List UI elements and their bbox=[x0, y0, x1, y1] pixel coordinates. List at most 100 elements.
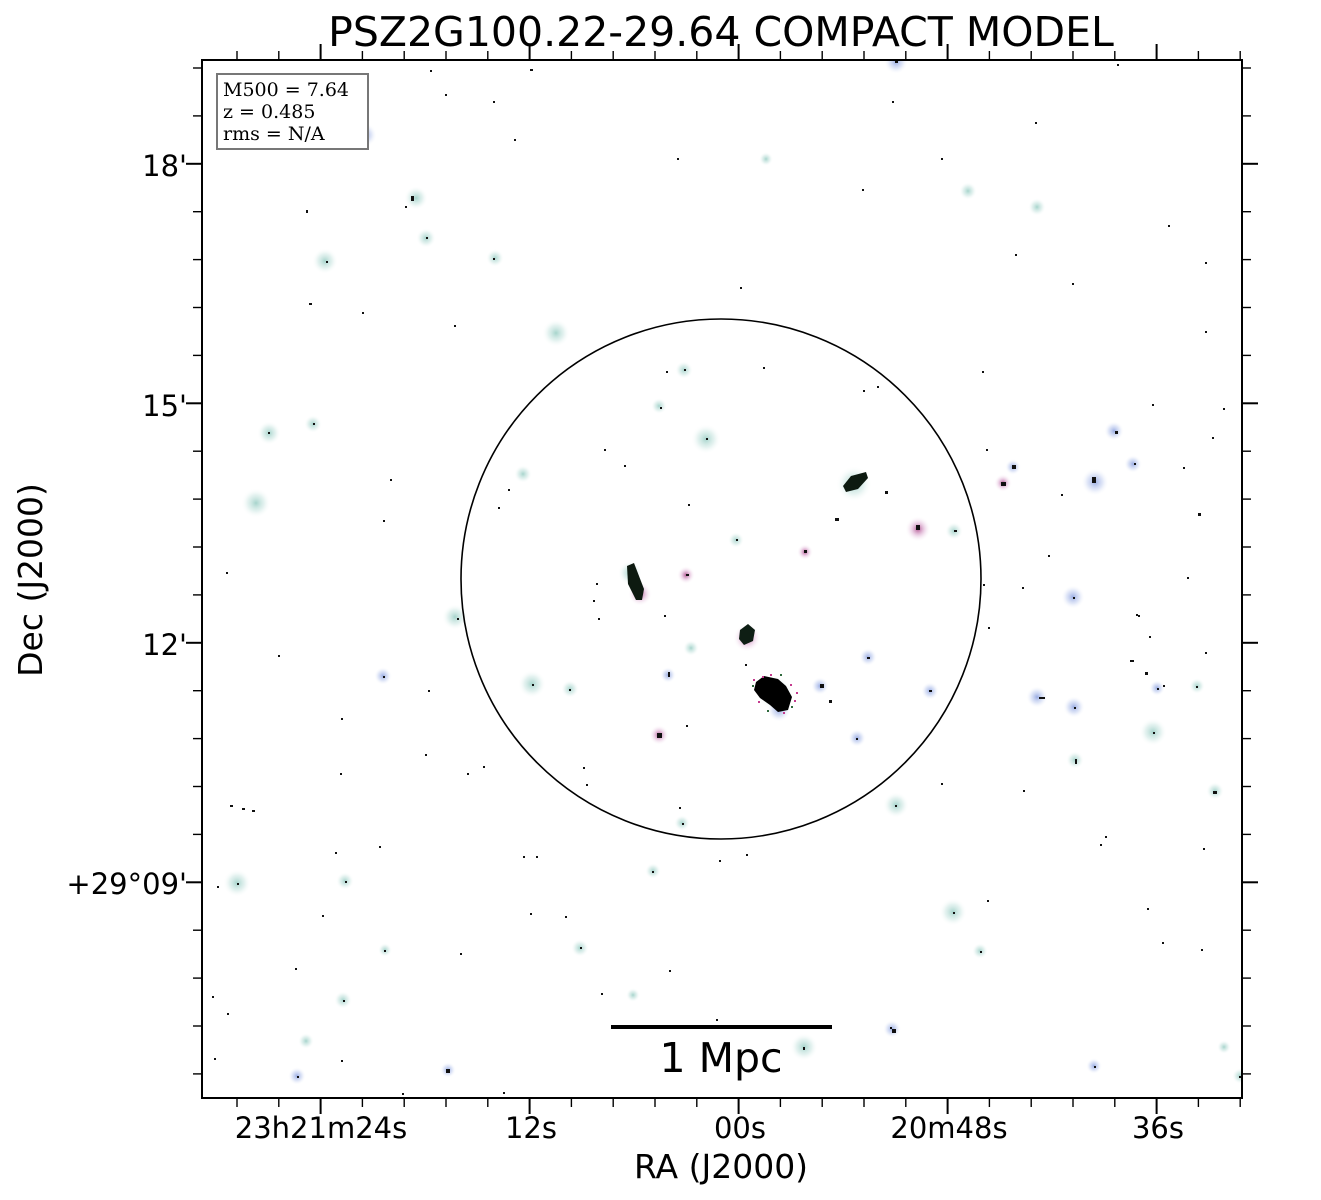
source-core bbox=[941, 158, 943, 160]
source-core bbox=[326, 261, 328, 263]
source-core bbox=[719, 860, 721, 862]
source-core bbox=[341, 1060, 343, 1062]
aperture-circle bbox=[460, 318, 982, 840]
source-core bbox=[1092, 477, 1096, 483]
source-core bbox=[297, 1076, 299, 1078]
source-halo bbox=[683, 640, 699, 656]
source-core bbox=[983, 584, 985, 586]
source-core bbox=[1015, 254, 1017, 256]
source-core bbox=[770, 674, 772, 676]
source-core bbox=[1239, 1076, 1241, 1078]
source-core bbox=[796, 692, 798, 694]
source-core bbox=[791, 706, 793, 708]
source-core bbox=[688, 504, 690, 506]
source-halo bbox=[1217, 1040, 1231, 1054]
source-core bbox=[820, 684, 824, 688]
source-core bbox=[1134, 463, 1136, 465]
source-halo bbox=[312, 248, 338, 274]
source-core bbox=[306, 210, 308, 213]
source-core bbox=[657, 733, 662, 738]
source-core bbox=[895, 805, 897, 807]
source-core bbox=[1074, 707, 1076, 709]
source-core bbox=[982, 371, 984, 373]
source-core bbox=[598, 618, 600, 620]
source-core bbox=[1105, 836, 1107, 838]
source-core bbox=[686, 574, 689, 576]
source-halo bbox=[1028, 198, 1046, 216]
source-halo bbox=[442, 604, 468, 630]
x-axis-label: RA (J2000) bbox=[634, 1147, 808, 1186]
source-core bbox=[340, 773, 342, 775]
source-core bbox=[217, 886, 219, 888]
source-core bbox=[583, 767, 585, 769]
source-core bbox=[1023, 790, 1025, 792]
source-core bbox=[1223, 408, 1225, 410]
source-core bbox=[1130, 660, 1134, 662]
source-halo bbox=[759, 152, 773, 166]
source-core bbox=[1048, 555, 1050, 557]
source-core bbox=[530, 69, 533, 71]
source-core bbox=[1094, 1066, 1096, 1068]
source-core bbox=[790, 684, 792, 686]
source-core bbox=[804, 550, 807, 553]
source-core bbox=[1168, 225, 1170, 227]
source-core bbox=[503, 1092, 505, 1094]
source-core bbox=[493, 101, 495, 103]
source-core bbox=[383, 676, 385, 678]
source-core bbox=[652, 871, 654, 873]
source-core bbox=[460, 953, 462, 955]
source-core bbox=[1117, 64, 1119, 66]
source-core bbox=[895, 60, 898, 63]
y-tick-label-3: +29°09' bbox=[66, 867, 187, 901]
source-core bbox=[586, 784, 588, 786]
source-core bbox=[498, 507, 500, 509]
source-core bbox=[706, 438, 708, 440]
source-core bbox=[405, 206, 407, 208]
source-core bbox=[402, 1093, 404, 1095]
source-core bbox=[384, 950, 386, 952]
info-mass: M500 = 7.64 bbox=[223, 79, 349, 101]
source-core bbox=[783, 712, 785, 714]
info-box: M500 = 7.64 z = 0.485 rms = N/A bbox=[216, 73, 369, 150]
source-halo bbox=[514, 465, 532, 483]
source-halo bbox=[298, 1033, 314, 1049]
galaxy-core bbox=[754, 676, 792, 712]
source-core bbox=[1205, 331, 1207, 333]
source-core bbox=[686, 725, 688, 727]
source-core bbox=[679, 807, 681, 809]
source-core bbox=[1198, 513, 1201, 516]
source-core bbox=[746, 854, 748, 856]
source-core bbox=[862, 189, 864, 191]
source-core bbox=[341, 718, 343, 720]
source-core bbox=[664, 615, 666, 617]
source-core bbox=[1012, 465, 1016, 469]
source-halo bbox=[404, 186, 428, 210]
source-core bbox=[753, 679, 755, 681]
x-tick-label-0: 23h21m24s bbox=[235, 1111, 407, 1145]
source-core bbox=[445, 94, 447, 96]
source-core bbox=[988, 627, 990, 629]
source-core bbox=[345, 881, 347, 883]
source-core bbox=[212, 996, 214, 998]
x-tick-label-1: 12s bbox=[505, 1111, 557, 1145]
source-core bbox=[446, 1069, 450, 1073]
source-core bbox=[941, 783, 943, 785]
x-tick-label-4: 36s bbox=[1132, 1111, 1184, 1145]
plot-area bbox=[202, 60, 1242, 1098]
source-core bbox=[668, 672, 670, 677]
source-core bbox=[411, 196, 414, 201]
source-layer bbox=[212, 60, 1242, 1095]
source-core bbox=[1072, 283, 1074, 285]
source-core bbox=[383, 520, 385, 522]
source-core bbox=[604, 449, 606, 451]
source-core bbox=[1157, 688, 1159, 690]
source-core bbox=[885, 491, 888, 494]
info-redshift: z = 0.485 bbox=[223, 101, 315, 123]
source-core bbox=[660, 407, 662, 409]
source-core bbox=[1035, 122, 1037, 124]
source-core bbox=[1115, 431, 1118, 434]
source-core bbox=[780, 674, 782, 676]
source-core bbox=[390, 479, 392, 481]
source-core bbox=[430, 70, 432, 72]
source-core bbox=[596, 583, 598, 585]
